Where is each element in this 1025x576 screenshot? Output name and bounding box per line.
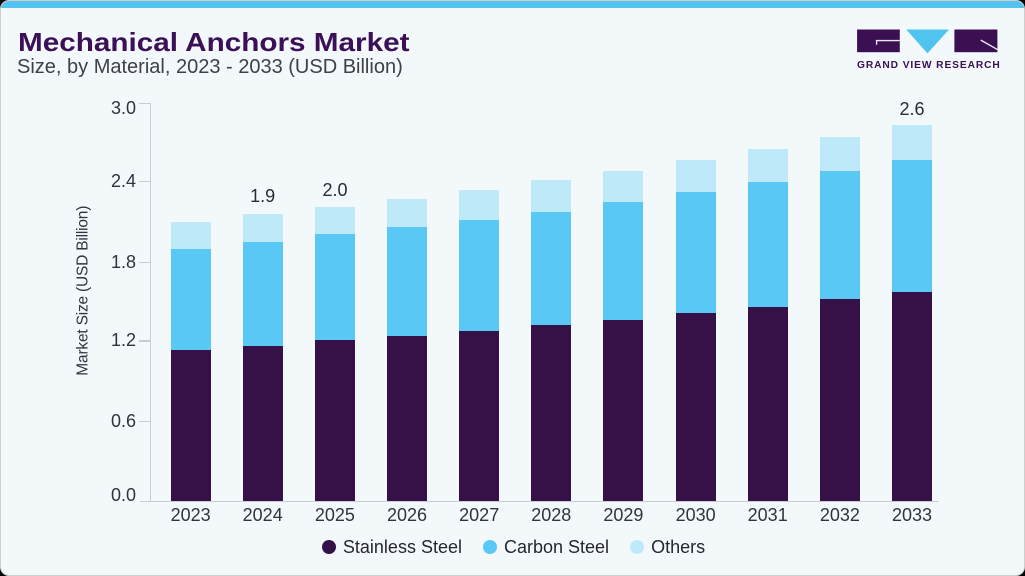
svg-text:GRAND VIEW RESEARCH: GRAND VIEW RESEARCH <box>857 60 1001 71</box>
